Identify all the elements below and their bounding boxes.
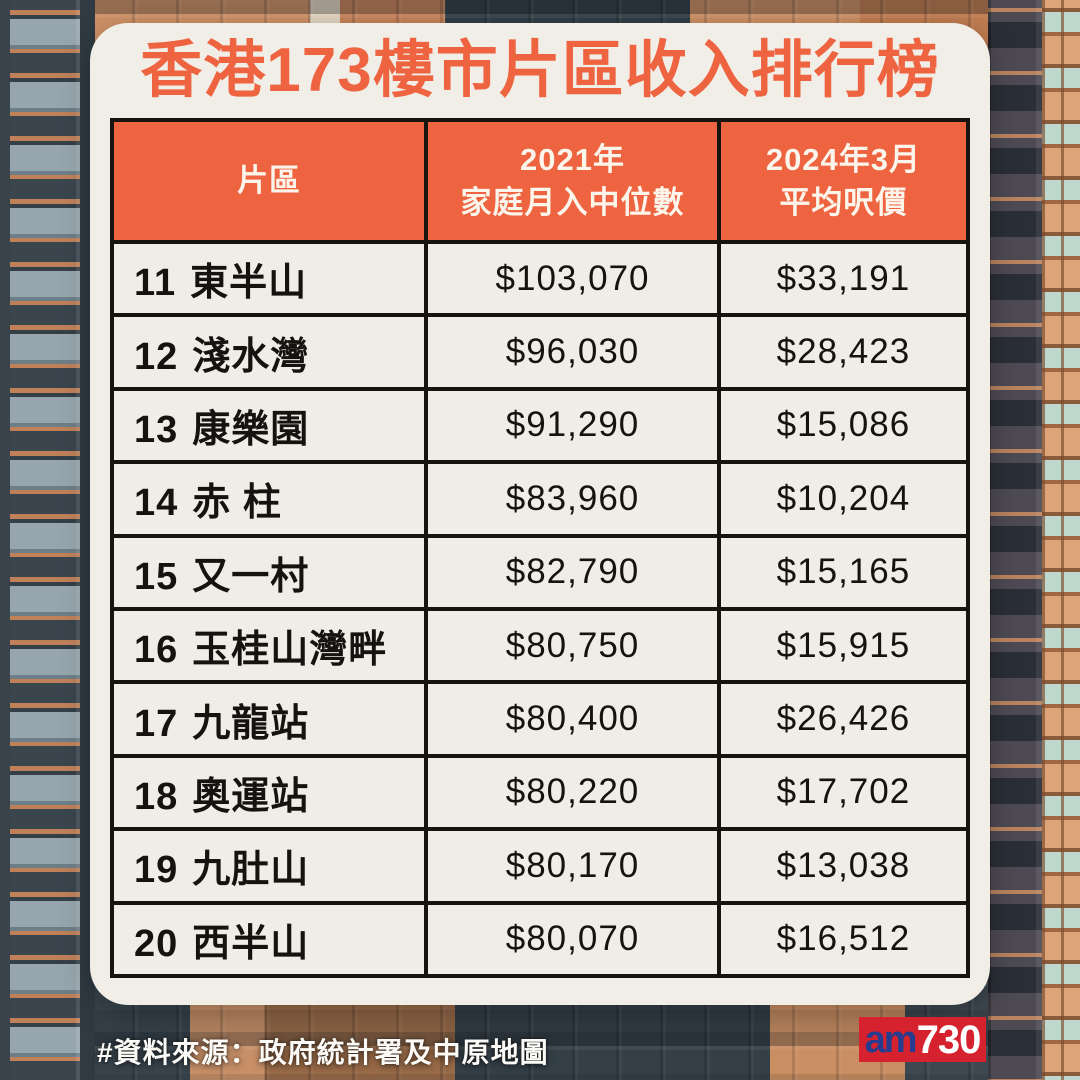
- column-header-price: 2024年3月 平均呎價: [716, 118, 971, 244]
- district-name: 又一村: [192, 555, 310, 598]
- am730-logo-am-text: am: [864, 1018, 918, 1061]
- income-value: $80,400: [424, 680, 721, 758]
- background-building-right-gray: [988, 0, 1042, 1080]
- income-value: $91,290: [424, 386, 721, 465]
- rank-number: 17: [134, 702, 179, 745]
- district-name: 東半山: [190, 262, 308, 305]
- rank-number: 13: [134, 408, 179, 451]
- rank-number: 15: [134, 555, 179, 598]
- am730-logo: am 730: [859, 1017, 986, 1062]
- district-name: 九肚山: [192, 849, 310, 892]
- income-value: $80,070: [424, 900, 721, 979]
- income-value: $82,790: [424, 533, 721, 611]
- price-value: $15,165: [716, 533, 971, 611]
- table-row: 20 西半山 $80,070 $16,512: [109, 900, 971, 979]
- income-value: $103,070: [424, 239, 721, 318]
- table-row: 15 又一村 $82,790 $15,165: [109, 533, 971, 611]
- price-value: $10,204: [716, 460, 971, 538]
- price-value: $26,426: [716, 680, 971, 758]
- rank-number: 18: [134, 775, 179, 818]
- table-row: 14 赤 柱 $83,960 $10,204: [109, 460, 971, 538]
- column-header-district: 片區: [109, 118, 429, 244]
- income-value: $80,170: [424, 827, 721, 905]
- table-header-row: 片區 2021年 家庭月入中位數 2024年3月 平均呎價: [109, 118, 971, 244]
- price-value: $16,512: [716, 900, 971, 979]
- district-name: 康樂園: [192, 408, 310, 451]
- rank-number: 14: [134, 482, 179, 525]
- district-name: 西半山: [192, 922, 310, 965]
- table-row: 16 玉桂山灣畔 $80,750 $15,915: [109, 606, 971, 685]
- income-value: $80,750: [424, 606, 721, 685]
- table-row: 11 東半山 $103,070 $33,191: [109, 239, 971, 318]
- table-row: 13 康樂園 $91,290 $15,086: [109, 386, 971, 465]
- price-value: $15,915: [716, 606, 971, 685]
- rank-number: 20: [134, 922, 179, 965]
- rank-number: 16: [134, 629, 179, 672]
- page-title: 香港173樓市片區收入排行榜: [140, 36, 940, 105]
- background-building-left: [0, 0, 95, 1080]
- ranking-table: 片區 2021年 家庭月入中位數 2024年3月 平均呎價 11 東半山 $103…: [109, 118, 971, 979]
- am730-logo-number-text: 730: [916, 1017, 982, 1062]
- table-row: 19 九肚山 $80,170 $13,038: [109, 827, 971, 905]
- district-name: 赤 柱: [192, 482, 282, 525]
- table-row: 17 九龍站 $80,400 $26,426: [109, 680, 971, 758]
- district-name: 淺水灣: [192, 335, 310, 378]
- price-value: $13,038: [716, 827, 971, 905]
- district-name: 玉桂山灣畔: [192, 629, 388, 672]
- income-value: $80,220: [424, 753, 721, 832]
- rank-number: 11: [134, 262, 177, 305]
- table-row: 18 奧運站 $80,220 $17,702: [109, 753, 971, 832]
- district-name: 九龍站: [192, 702, 310, 745]
- column-header-income: 2021年 家庭月入中位數: [424, 118, 721, 244]
- infographic-card: 香港173樓市片區收入排行榜 片區 2021年 家庭月入中位數 2024年3月 …: [90, 23, 990, 1005]
- rank-number: 12: [134, 335, 179, 378]
- price-value: $28,423: [716, 313, 971, 391]
- price-value: $33,191: [716, 239, 971, 318]
- table-row: 12 淺水灣 $96,030 $28,423: [109, 313, 971, 391]
- income-value: $83,960: [424, 460, 721, 538]
- background-building-right-salmon: [1042, 0, 1080, 1080]
- district-name: 奧運站: [192, 775, 310, 818]
- source-note: #資料來源：政府統計署及中原地圖: [97, 1037, 549, 1068]
- price-value: $17,702: [716, 753, 971, 832]
- rank-number: 19: [134, 849, 179, 892]
- price-value: $15,086: [716, 386, 971, 465]
- income-value: $96,030: [424, 313, 721, 391]
